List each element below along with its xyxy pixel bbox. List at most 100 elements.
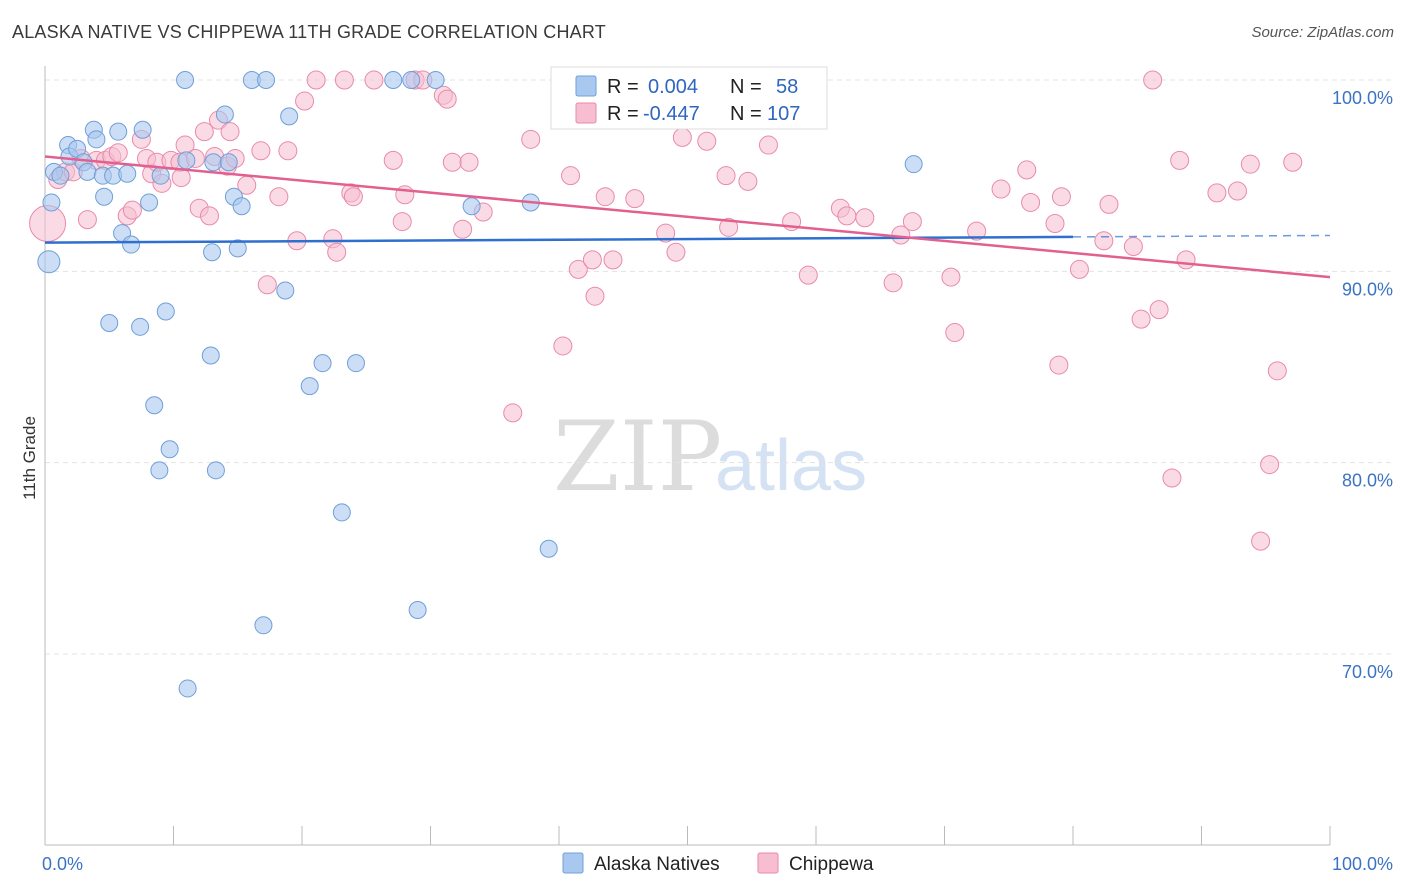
alaska-natives-point [426,71,445,89]
alaska-natives-point [228,239,247,258]
bottom-legend-label-alaska-natives: Alaska Natives [594,854,720,875]
legend-frame [550,66,828,130]
alaska-natives-point [140,193,159,212]
trend-lines [44,155,1331,279]
chippewa-point [364,70,384,90]
bottom-legend-swatch-chippewa [757,852,779,874]
chippewa-point [269,187,289,207]
chippewa-point [220,122,240,142]
chippewa-point [1131,309,1151,329]
alaska-natives-point [257,71,276,89]
chippewa-point [295,91,315,111]
alaska-natives-point [346,354,365,373]
chippewa-point [1260,455,1280,475]
alaska-natives-point [87,130,106,149]
legend-n-label-1: N = [730,76,762,98]
source-label: Source: ZipAtlas.com [1251,24,1394,41]
alaska-natives-point [42,193,61,212]
chippewa-point [1123,236,1143,256]
y-tick-label-90: 90.0% [1342,279,1393,299]
chippewa-point [697,131,717,151]
chippewa-point [603,250,623,270]
chippewa-point [656,223,676,243]
x-tick-label-max: 100.0% [1332,854,1393,874]
chippewa-point [199,206,219,226]
legend-swatch-chippewa [575,102,597,124]
alaska-natives-point [177,151,196,170]
alaska-natives-point [254,616,273,635]
alaska-natives-point [122,235,141,254]
chippewa-point [278,141,298,161]
chippewa-point [738,171,758,191]
legend-r-label-2: R = [607,103,639,125]
chippewa-point [29,205,67,242]
alaska-natives-point [332,503,351,522]
alaska-natives-point [313,354,332,373]
alaska-natives-point [280,107,299,126]
alaska-natives-trend-extension [1072,234,1331,238]
chippewa-point [902,212,922,232]
chippewa-point [719,217,739,237]
bottom-legend: Alaska Natives Chippewa [562,852,874,875]
chippewa-point [883,273,903,293]
chippewa-point [257,275,277,295]
chippewa-point [991,179,1011,199]
alaska-natives-point [37,250,61,274]
chippewa-point [1149,300,1169,320]
alaska-natives-point [95,187,114,206]
chippewa-point [855,208,875,228]
chippewa-point [1051,187,1071,207]
legend-swatch-alaska-natives [575,75,597,97]
y-axis-label: 11th Grade [20,416,39,500]
bottom-legend-label-chippewa: Chippewa [789,854,874,875]
chippewa-point [798,265,818,285]
chippewa-point [1207,183,1227,203]
chippewa-point [503,403,523,423]
chippewa-point [437,89,457,109]
chippewa-point [568,259,588,279]
legend-n-label-2: N = [730,103,762,125]
alaska-natives-point [408,600,427,619]
x-tick-label-min: 0.0% [42,854,83,874]
chippewa-point [521,129,541,149]
chippewa-point [1283,152,1303,172]
alaska-natives-point [203,243,222,262]
chippewa-point [945,323,965,343]
chippewa-point [1170,150,1190,170]
chippewa-point [837,206,857,226]
watermark-zip: ZIP [553,401,722,513]
alaska-natives-point [118,164,137,183]
alaska-natives-point [131,317,150,336]
chippewa-point [251,141,271,161]
chippewa-points [29,70,1303,551]
chippewa-point [194,122,214,142]
legend-n-value-1: 58 [776,76,798,98]
chippewa-point [442,152,462,172]
chippewa-point [459,152,479,172]
axes [44,66,1331,846]
legend-n-value-2: 107 [767,103,800,125]
chippewa-point [758,135,778,155]
chippewa-point [672,127,692,147]
chippewa-point [171,168,191,188]
chippewa-point [108,143,128,163]
alaska-natives-point [156,302,175,321]
chippewa-point [122,200,142,220]
alaska-natives-point [232,197,251,216]
chippewa-point [1176,250,1196,270]
alaska-natives-point [151,166,170,185]
bottom-legend-swatch-alaska-natives [562,852,584,874]
alaska-natives-point [300,377,319,396]
chippewa-point [1251,531,1271,551]
alaska-natives-point [204,153,223,172]
chippewa-point [1017,160,1037,180]
chippewa-point [327,242,347,262]
alaska-natives-point [145,396,164,415]
chippewa-point [383,150,403,170]
legend-r-value-1: 0.004 [648,76,698,98]
chart-title: ALASKA NATIVE VS CHIPPEWA 11TH GRADE COR… [12,22,606,42]
alaska-natives-point [109,122,128,141]
chippewa-point [343,187,363,207]
chippewa-point [1045,214,1065,233]
